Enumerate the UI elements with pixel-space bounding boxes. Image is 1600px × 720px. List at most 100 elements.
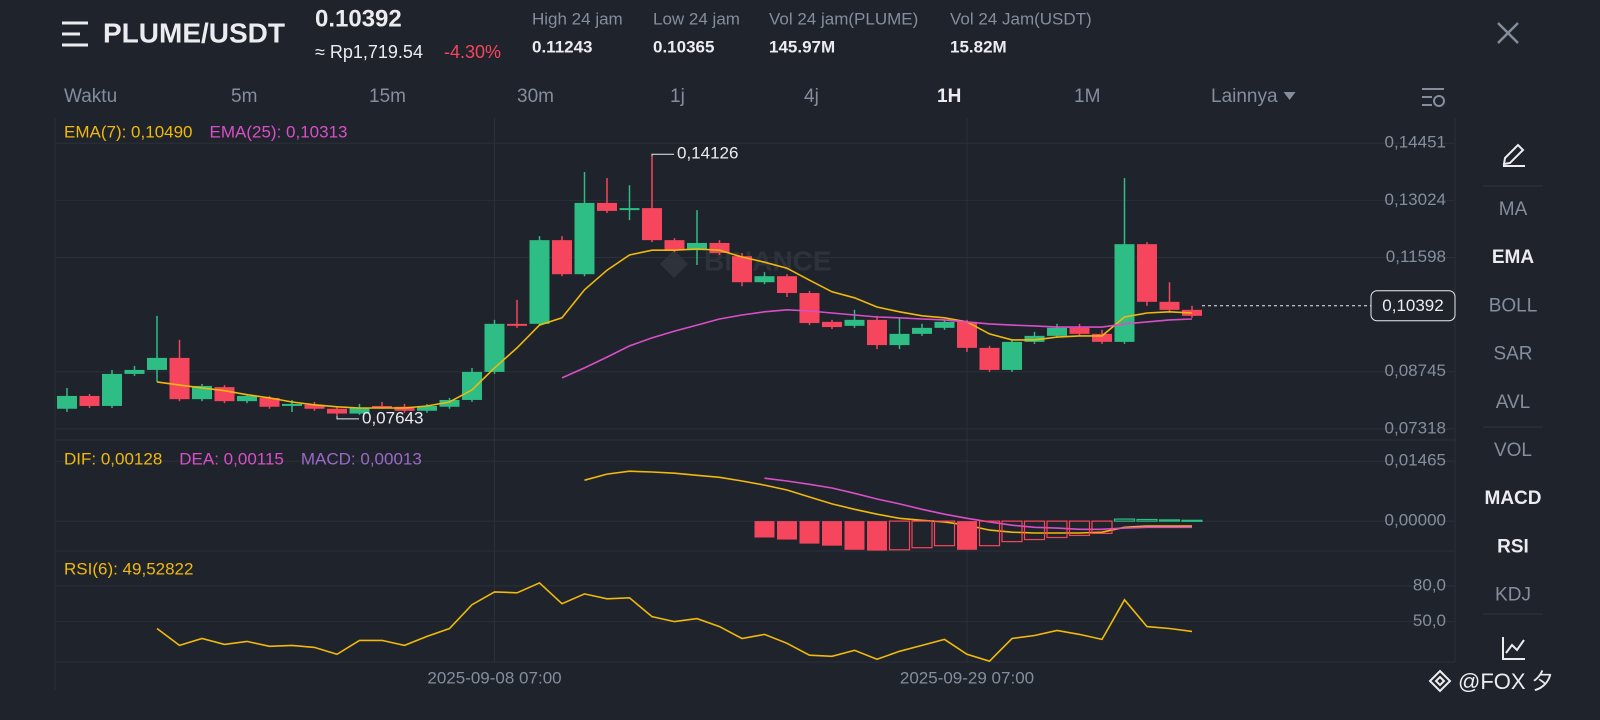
y-tick-label: 0,01465 <box>1385 451 1446 470</box>
candle-body <box>259 397 280 407</box>
side-menu-item[interactable]: AVL <box>1496 392 1531 413</box>
side-menu-item[interactable]: KDJ <box>1495 585 1531 606</box>
candle-body <box>304 404 325 409</box>
legend-item: RSI(6): 49,52822 <box>64 559 193 578</box>
candle-body <box>1002 341 1022 370</box>
tab[interactable]: 1H <box>937 86 961 107</box>
candle-body <box>1047 327 1067 336</box>
tab[interactable]: 30m <box>517 86 554 107</box>
candle-body <box>124 369 145 374</box>
candle-body <box>102 373 122 406</box>
histogram-bar <box>888 520 911 551</box>
histogram-bar <box>1091 520 1113 535</box>
y-tick-label: 0,00000 <box>1385 511 1446 530</box>
stat-label: Low 24 jam <box>653 9 740 28</box>
legend-item: DEA: 0,00115 <box>179 449 284 468</box>
tab[interactable]: 1M <box>1074 86 1100 107</box>
last-price-label: 0,10392 <box>1382 296 1443 315</box>
candle-body <box>327 408 347 414</box>
legend-item: EMA(25): 0,10313 <box>210 122 348 141</box>
tab[interactable]: 1j <box>670 86 685 107</box>
candle-body <box>934 321 955 328</box>
candle-body <box>1114 244 1135 342</box>
candle-body <box>552 240 572 275</box>
annotation-line <box>651 153 674 157</box>
pair[interactable]: PLUME/USDT <box>103 17 285 48</box>
tab: Waktu <box>64 86 117 107</box>
indicator-icon[interactable] <box>1502 637 1525 660</box>
candle-body <box>1024 335 1045 342</box>
fiat-price: ≈ Rp1,719.54 <box>315 42 423 62</box>
indicator-line <box>156 581 1193 663</box>
side-divider <box>1483 185 1543 615</box>
candle-body <box>372 405 392 408</box>
settings-icon[interactable] <box>1422 88 1445 107</box>
indicator-line <box>156 248 1193 409</box>
histogram-bar <box>1068 520 1091 537</box>
legend-item: DIF: 0,00128 <box>64 449 162 468</box>
tab[interactable]: 4j <box>804 86 819 107</box>
candle-body <box>912 327 932 334</box>
stat-value: 0.10365 <box>653 37 714 56</box>
tab[interactable]: Lainnya <box>1211 86 1278 107</box>
candle-body <box>642 208 662 241</box>
candle-body <box>1092 333 1112 342</box>
histogram-bar <box>1023 520 1046 541</box>
close-icon[interactable] <box>1497 22 1519 44</box>
side-menu-item[interactable]: VOL <box>1494 440 1532 461</box>
y-tick-label: 0,11598 <box>1386 247 1446 266</box>
tab[interactable]: 15m <box>369 86 406 107</box>
annotation-line <box>336 415 359 420</box>
side-menu: MA EMA BOLL SAR AVL VOL MACD RSI KDJ <box>1485 199 1542 606</box>
stat-value: 0.11243 <box>532 37 593 56</box>
candle-body <box>709 242 730 253</box>
histogram-bar <box>777 521 797 540</box>
legend-item: MACD: 0,00013 <box>301 449 422 468</box>
menu-icon[interactable] <box>62 21 88 47</box>
candle-body <box>732 256 752 283</box>
candle-body <box>822 321 842 328</box>
histogram-bar <box>1136 518 1158 522</box>
candle-body <box>799 293 820 324</box>
candle-body <box>1069 327 1090 334</box>
stat-label: Vol 24 Jam(USDT) <box>950 9 1092 28</box>
dropdown-arrow <box>1283 92 1296 100</box>
stat-value: 145.97M <box>769 37 835 56</box>
stat-value: 15.82M <box>950 37 1007 56</box>
candle-body <box>777 276 797 294</box>
side-menu-item[interactable]: RSI <box>1497 536 1529 557</box>
y-tick-label: 0,07318 <box>1385 418 1446 437</box>
histogram-bar <box>822 521 842 546</box>
histogram-bar <box>1046 520 1068 539</box>
histogram-bar <box>844 521 865 550</box>
y-tick-label: 0,08745 <box>1385 361 1446 380</box>
candle-body <box>507 323 527 326</box>
side-menu-item[interactable]: EMA <box>1492 247 1535 268</box>
candle-body <box>169 357 190 400</box>
y-tick-label: 50,0 <box>1413 611 1446 630</box>
side-menu-item[interactable]: MA <box>1499 199 1528 220</box>
histogram-bar <box>933 520 956 547</box>
indicator-line <box>764 477 1192 531</box>
histogram-bar <box>911 520 933 549</box>
candle-body <box>664 240 685 251</box>
legend-item: EMA(7): 0,10490 <box>64 122 193 141</box>
draw-icon[interactable] <box>1502 143 1525 167</box>
side-menu-item[interactable]: BOLL <box>1489 295 1538 316</box>
candle-body <box>529 240 550 324</box>
side-menu-item[interactable]: MACD <box>1485 488 1542 509</box>
side-menu-item[interactable]: SAR <box>1493 344 1532 365</box>
candle-body <box>349 407 370 414</box>
candle-body <box>619 208 640 211</box>
tab[interactable]: 5m <box>231 86 257 107</box>
x-tick-label: 2025-09-29 07:00 <box>900 668 1034 687</box>
candle-body <box>957 321 977 348</box>
histogram-bar <box>867 521 887 551</box>
x-tick-label: 2025-09-08 07:00 <box>427 668 561 687</box>
histogram-bar <box>1158 519 1181 522</box>
candle-body <box>282 403 302 406</box>
histogram-bar <box>1001 520 1023 543</box>
candle-body <box>979 347 1000 370</box>
indicator-line <box>561 308 1193 379</box>
